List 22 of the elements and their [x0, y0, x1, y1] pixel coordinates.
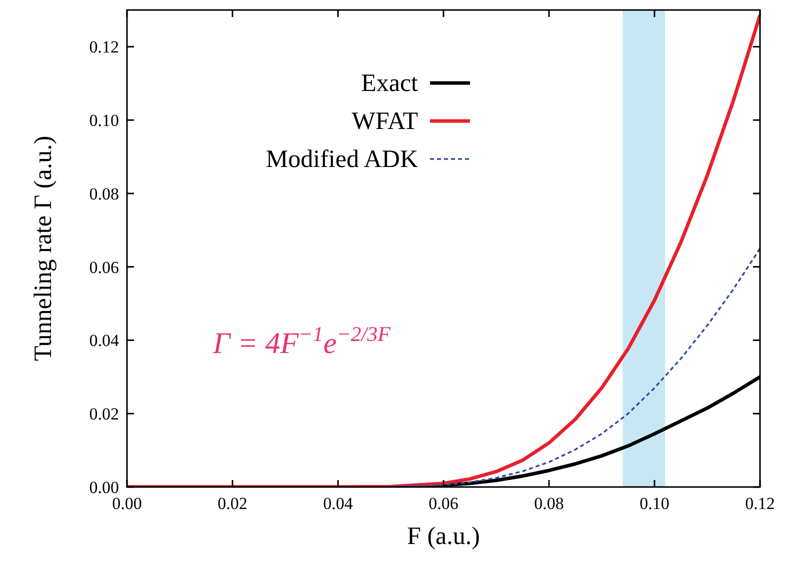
- x-tick-label: 0.06: [428, 494, 458, 513]
- x-tick-label: 0.08: [534, 494, 564, 513]
- y-tick-label: 0.00: [89, 478, 119, 497]
- y-tick-label: 0.04: [89, 331, 120, 350]
- x-tick-label: 0.12: [745, 494, 775, 513]
- x-tick-label: 0.10: [640, 494, 670, 513]
- y-tick-label: 0.08: [89, 184, 119, 204]
- y-tick-label: 0.12: [89, 38, 119, 57]
- annotation: Γ = 4F$^{−1}$e$^{−2/3F}$: [212, 322, 391, 360]
- y-tick-label: 0.06: [89, 258, 119, 277]
- legend-label: Exact: [361, 70, 418, 97]
- line-series: [390, 248, 760, 487]
- legend-label: WFAT: [352, 108, 418, 135]
- y-tick-label: 0.02: [89, 404, 119, 424]
- x-tick-label: 0.00: [112, 494, 142, 513]
- legend-label: Modified ADK: [266, 146, 418, 173]
- y-tick-label: 0.10: [89, 111, 119, 130]
- line-series: [127, 13, 760, 487]
- x-tick-label: 0.02: [218, 494, 248, 513]
- x-tick-label: 0.04: [323, 494, 354, 513]
- y-axis-title: Tunneling rate Γ (a.u.): [30, 136, 57, 362]
- x-axis-title: F (a.u.): [407, 523, 480, 550]
